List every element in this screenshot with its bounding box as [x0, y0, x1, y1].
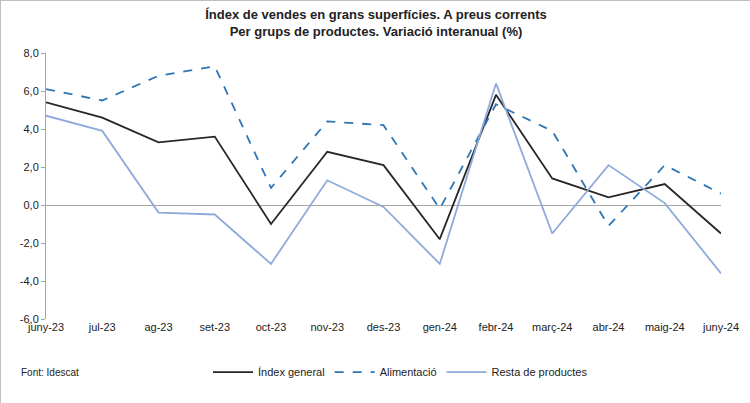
- svg-text:oct-23: oct-23: [256, 321, 287, 333]
- svg-text:ag-23: ag-23: [144, 321, 172, 333]
- svg-text:6,0: 6,0: [24, 85, 39, 97]
- svg-text:juny-24: juny-24: [702, 321, 739, 333]
- svg-text:jul-23: jul-23: [88, 321, 116, 333]
- svg-text:Font: Idescat: Font: Idescat: [21, 367, 79, 378]
- svg-text:Índex de vendes en grans super: Índex de vendes en grans superfícies. A …: [205, 7, 547, 39]
- svg-text:4,0: 4,0: [24, 123, 39, 135]
- svg-text:maig-24: maig-24: [645, 321, 685, 333]
- svg-text:8,0: 8,0: [24, 47, 39, 59]
- svg-text:Resta de productes: Resta de productes: [492, 366, 588, 378]
- svg-text:febr-24: febr-24: [479, 321, 514, 333]
- svg-text:març-24: març-24: [532, 321, 572, 333]
- svg-text:abr-24: abr-24: [593, 321, 625, 333]
- svg-text:0,0: 0,0: [24, 199, 39, 211]
- svg-text:nov-23: nov-23: [310, 321, 344, 333]
- svg-text:set-23: set-23: [199, 321, 230, 333]
- svg-text:-2,0: -2,0: [20, 237, 39, 249]
- svg-text:-4,0: -4,0: [20, 275, 39, 287]
- svg-text:gen-24: gen-24: [423, 321, 457, 333]
- svg-text:Índex general: Índex general: [258, 366, 325, 378]
- svg-text:des-23: des-23: [367, 321, 401, 333]
- svg-text:Alimentació: Alimentació: [380, 366, 437, 378]
- svg-text:2,0: 2,0: [24, 161, 39, 173]
- svg-text:juny-23: juny-23: [27, 321, 64, 333]
- svg-text:-6,0: -6,0: [20, 313, 39, 325]
